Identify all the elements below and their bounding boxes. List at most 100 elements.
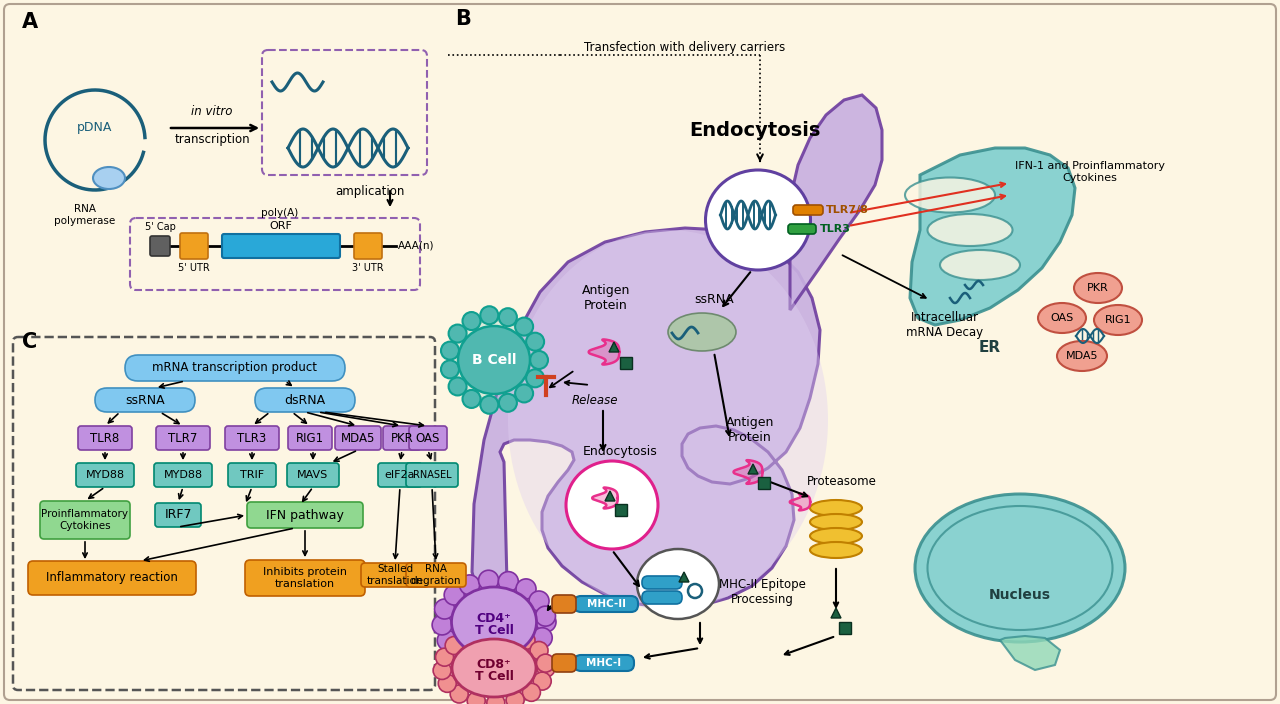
- Circle shape: [467, 692, 485, 704]
- FancyBboxPatch shape: [40, 501, 131, 539]
- Text: OAS: OAS: [1051, 313, 1074, 323]
- Text: Endocytosis: Endocytosis: [582, 445, 658, 458]
- Text: IFN pathway: IFN pathway: [266, 508, 344, 522]
- Text: PKR: PKR: [390, 432, 413, 444]
- Circle shape: [444, 585, 465, 605]
- FancyBboxPatch shape: [573, 596, 637, 612]
- Text: MHC-II Epitope
Processing: MHC-II Epitope Processing: [718, 578, 805, 606]
- Text: MHC-I: MHC-I: [586, 658, 622, 668]
- Text: RNA
degration: RNA degration: [411, 564, 461, 586]
- FancyBboxPatch shape: [125, 355, 346, 381]
- Text: MDA5: MDA5: [1066, 351, 1098, 361]
- Circle shape: [433, 615, 452, 635]
- FancyBboxPatch shape: [150, 236, 170, 256]
- Ellipse shape: [668, 313, 736, 351]
- Circle shape: [462, 390, 480, 408]
- Polygon shape: [790, 95, 882, 310]
- FancyBboxPatch shape: [383, 426, 421, 450]
- Text: Proinflammatory
Cytokines: Proinflammatory Cytokines: [41, 509, 128, 531]
- FancyBboxPatch shape: [794, 205, 823, 215]
- Circle shape: [506, 650, 525, 670]
- Circle shape: [515, 384, 532, 403]
- FancyBboxPatch shape: [614, 504, 627, 516]
- Text: ssRNA: ssRNA: [125, 394, 165, 406]
- Text: 5' Cap: 5' Cap: [145, 222, 175, 232]
- Text: TLR7: TLR7: [168, 432, 197, 444]
- Circle shape: [517, 631, 535, 649]
- FancyBboxPatch shape: [247, 502, 364, 528]
- Text: TRIF: TRIF: [239, 470, 264, 480]
- Text: Stalled
translation: Stalled translation: [367, 564, 424, 586]
- Text: AAA(n): AAA(n): [398, 241, 434, 251]
- Ellipse shape: [705, 170, 810, 270]
- Ellipse shape: [905, 177, 995, 213]
- Circle shape: [438, 630, 457, 650]
- Ellipse shape: [810, 528, 861, 544]
- FancyBboxPatch shape: [221, 234, 340, 258]
- FancyBboxPatch shape: [643, 591, 682, 604]
- Ellipse shape: [452, 320, 536, 400]
- Circle shape: [448, 377, 467, 396]
- Text: CD8⁺: CD8⁺: [476, 658, 511, 670]
- FancyBboxPatch shape: [573, 655, 634, 671]
- Circle shape: [526, 370, 544, 387]
- Text: OAS: OAS: [416, 432, 440, 444]
- Circle shape: [480, 396, 498, 414]
- Text: transcription: transcription: [174, 133, 250, 146]
- Text: Antigen
Protein: Antigen Protein: [726, 416, 774, 444]
- Text: T Cell: T Cell: [475, 624, 513, 636]
- Polygon shape: [605, 491, 614, 501]
- Polygon shape: [831, 608, 841, 618]
- FancyBboxPatch shape: [28, 561, 196, 595]
- Circle shape: [445, 636, 463, 655]
- FancyBboxPatch shape: [406, 563, 466, 587]
- Circle shape: [535, 606, 556, 626]
- Circle shape: [521, 641, 541, 661]
- Ellipse shape: [458, 326, 530, 394]
- Circle shape: [479, 570, 499, 590]
- Circle shape: [536, 612, 556, 632]
- Text: RIG1: RIG1: [1105, 315, 1132, 325]
- Circle shape: [529, 591, 549, 611]
- Text: Intracelluar
mRNA Decay: Intracelluar mRNA Decay: [906, 311, 983, 339]
- Polygon shape: [1000, 636, 1060, 670]
- Circle shape: [460, 575, 480, 595]
- FancyBboxPatch shape: [244, 560, 365, 596]
- Text: B Cell: B Cell: [472, 353, 516, 367]
- Text: dsRNA: dsRNA: [284, 394, 325, 406]
- Text: CD4⁺: CD4⁺: [476, 612, 512, 624]
- FancyBboxPatch shape: [355, 233, 381, 259]
- Text: poly(A): poly(A): [261, 208, 298, 218]
- Text: TLR3: TLR3: [237, 432, 266, 444]
- Text: pDNA: pDNA: [77, 122, 113, 134]
- FancyBboxPatch shape: [758, 477, 771, 489]
- Ellipse shape: [637, 549, 719, 619]
- FancyBboxPatch shape: [643, 576, 682, 589]
- FancyBboxPatch shape: [287, 463, 339, 487]
- Ellipse shape: [1074, 273, 1123, 303]
- Text: B: B: [454, 9, 471, 29]
- Ellipse shape: [810, 542, 861, 558]
- Text: MAVS: MAVS: [297, 470, 329, 480]
- Polygon shape: [910, 148, 1075, 325]
- FancyBboxPatch shape: [255, 388, 355, 412]
- Circle shape: [534, 672, 552, 690]
- Text: Endocytosis: Endocytosis: [690, 121, 820, 140]
- FancyBboxPatch shape: [154, 463, 212, 487]
- Text: amplication: amplication: [335, 185, 404, 198]
- Circle shape: [532, 628, 552, 648]
- FancyBboxPatch shape: [406, 463, 458, 487]
- Polygon shape: [678, 572, 689, 582]
- Text: RNASEL: RNASEL: [412, 470, 452, 480]
- Text: ER: ER: [979, 340, 1001, 355]
- Text: Proteasome: Proteasome: [808, 475, 877, 488]
- Polygon shape: [733, 460, 763, 484]
- Ellipse shape: [1094, 305, 1142, 335]
- Ellipse shape: [508, 230, 828, 610]
- Circle shape: [435, 648, 453, 666]
- Polygon shape: [593, 488, 618, 508]
- Ellipse shape: [940, 250, 1020, 280]
- Circle shape: [466, 651, 486, 672]
- Text: Antigen
Protein: Antigen Protein: [582, 284, 630, 312]
- Text: MYD88: MYD88: [164, 470, 202, 480]
